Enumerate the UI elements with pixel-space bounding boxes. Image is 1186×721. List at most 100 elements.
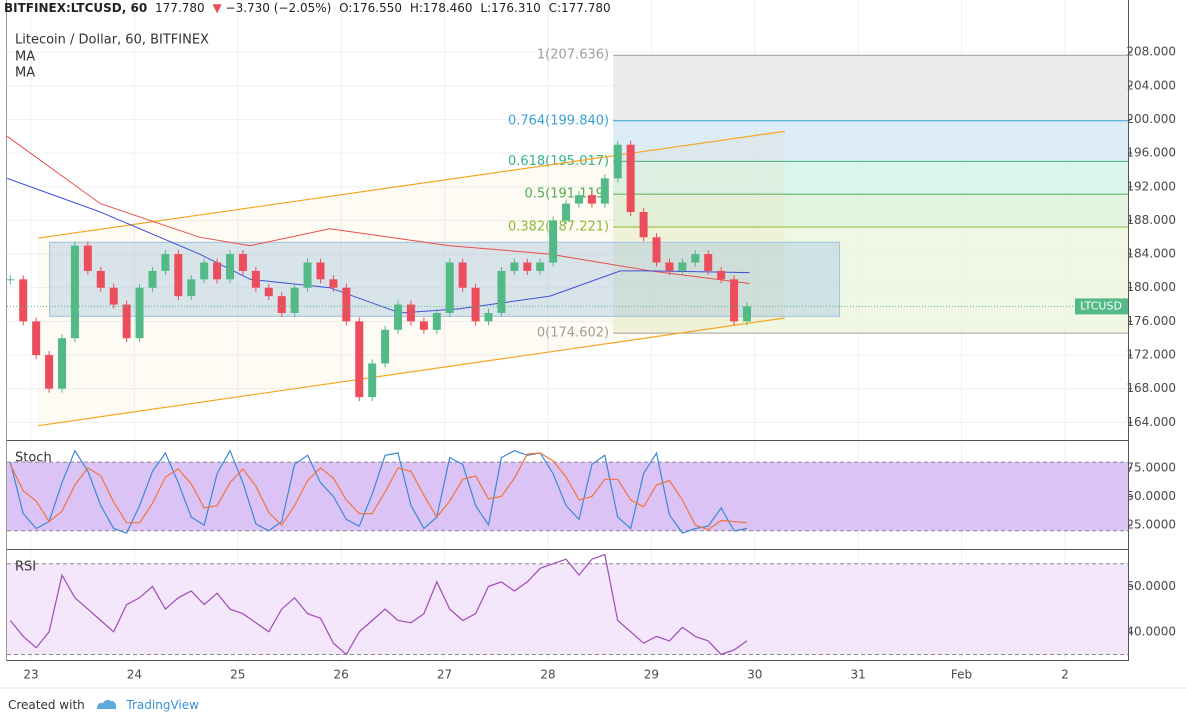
candle (251, 270, 260, 288)
fib-label: 1(207.636) (537, 48, 609, 63)
fib-label: 0(174.602) (537, 326, 609, 341)
trendline (38, 317, 785, 427)
y-tick-label: 208.000 (1126, 45, 1176, 59)
y-tick-label: 192.000 (1126, 179, 1176, 193)
symbol: BITFINEX:LTCUSD, 60 (4, 1, 148, 15)
fib-label: 0.618(195.017) (508, 154, 609, 169)
candle (213, 262, 222, 280)
candle (355, 321, 364, 398)
candle (329, 279, 338, 288)
fib-band (613, 55, 1128, 121)
y-tick-label: 188.000 (1126, 213, 1176, 227)
x-tick-label: 24 (127, 668, 142, 682)
fib-band (613, 161, 1128, 195)
x-tick-label: Feb (951, 668, 972, 682)
candle (691, 254, 700, 263)
trendline (38, 130, 785, 239)
candle (381, 329, 390, 364)
candle (419, 321, 428, 330)
candle (290, 287, 299, 313)
y-tick-label: 168.000 (1126, 381, 1176, 395)
y-tick-label: 50.0000 (1126, 489, 1176, 503)
candle (70, 245, 79, 339)
candle (600, 178, 609, 204)
candle (717, 270, 726, 280)
y-tick-label: 200.000 (1126, 112, 1176, 126)
candle (122, 304, 131, 339)
candle (471, 287, 480, 322)
header: BITFINEX:LTCUSD, 60 177.780 ▼ −3.730 (−2… (4, 1, 615, 15)
candle (523, 262, 532, 271)
candle (277, 296, 286, 313)
x-tick-label: 26 (334, 668, 349, 682)
low: L:176.310 (480, 1, 541, 15)
created-with: Created with (8, 698, 85, 712)
candle (32, 321, 41, 356)
panel-title: Stoch (15, 451, 52, 466)
candle (368, 363, 377, 398)
candle (316, 262, 325, 280)
candle (562, 203, 571, 221)
candle (626, 144, 635, 213)
candle (394, 304, 403, 330)
x-tick-label: 28 (540, 668, 555, 682)
candle (406, 304, 415, 322)
panel-title: RSI (15, 560, 36, 575)
fib-band (613, 194, 1128, 227)
x-tick-label: 2 (1061, 668, 1069, 682)
fib-label: 0.382(187.221) (508, 219, 609, 234)
candle (109, 287, 118, 305)
y-tick-label: 75.0000 (1126, 460, 1176, 474)
candle (652, 237, 661, 263)
y-tick-label: 184.000 (1126, 247, 1176, 261)
candle (458, 262, 467, 288)
x-tick-label: 30 (747, 668, 762, 682)
candle (161, 254, 170, 271)
badge-bg (1075, 298, 1128, 315)
candle (303, 262, 312, 288)
indicator-line (9, 449, 748, 534)
candle (83, 245, 92, 271)
moving-average (6, 135, 750, 284)
open: O:176.550 (339, 1, 403, 15)
indicator-line (9, 452, 748, 531)
x-tick-label: 31 (851, 668, 866, 682)
x-tick-label: 25 (230, 668, 245, 682)
last-price: 177.780 (155, 1, 205, 15)
x-tick-label: 29 (644, 668, 659, 682)
candle (238, 254, 247, 271)
candle (342, 287, 351, 322)
y-tick-label: 40.0000 (1126, 624, 1176, 638)
candle (58, 338, 67, 389)
x-tick-label: 23 (23, 668, 38, 682)
x-tick-label: 27 (437, 668, 452, 682)
candle (665, 262, 674, 271)
candle (96, 270, 105, 288)
band (7, 462, 1128, 531)
chart-title: Litecoin / Dollar, 60, BITFINEX (15, 33, 209, 48)
y-tick-label: 180.000 (1126, 280, 1176, 294)
candle (200, 262, 209, 280)
y-tick-label: 172.000 (1126, 348, 1176, 362)
candle (639, 212, 648, 238)
y-tick-label: 204.000 (1126, 78, 1176, 92)
channel-fill (38, 131, 785, 426)
candle (432, 312, 441, 330)
indicator-line (9, 553, 748, 656)
candle (730, 279, 739, 322)
candle (6, 279, 15, 281)
band (7, 563, 1128, 655)
candle (445, 262, 454, 313)
high: H:178.460 (409, 1, 473, 15)
legend-entry: MA (15, 50, 35, 65)
brand[interactable]: TradingView (126, 698, 199, 712)
candle (497, 270, 506, 313)
close: C:177.780 (548, 1, 611, 15)
change: −3.730 (−2.05%) (225, 1, 332, 15)
candle (187, 279, 196, 297)
y-tick-label: 25.0000 (1126, 518, 1176, 532)
candle (264, 287, 273, 297)
badge: LTCUSD (1080, 299, 1122, 312)
